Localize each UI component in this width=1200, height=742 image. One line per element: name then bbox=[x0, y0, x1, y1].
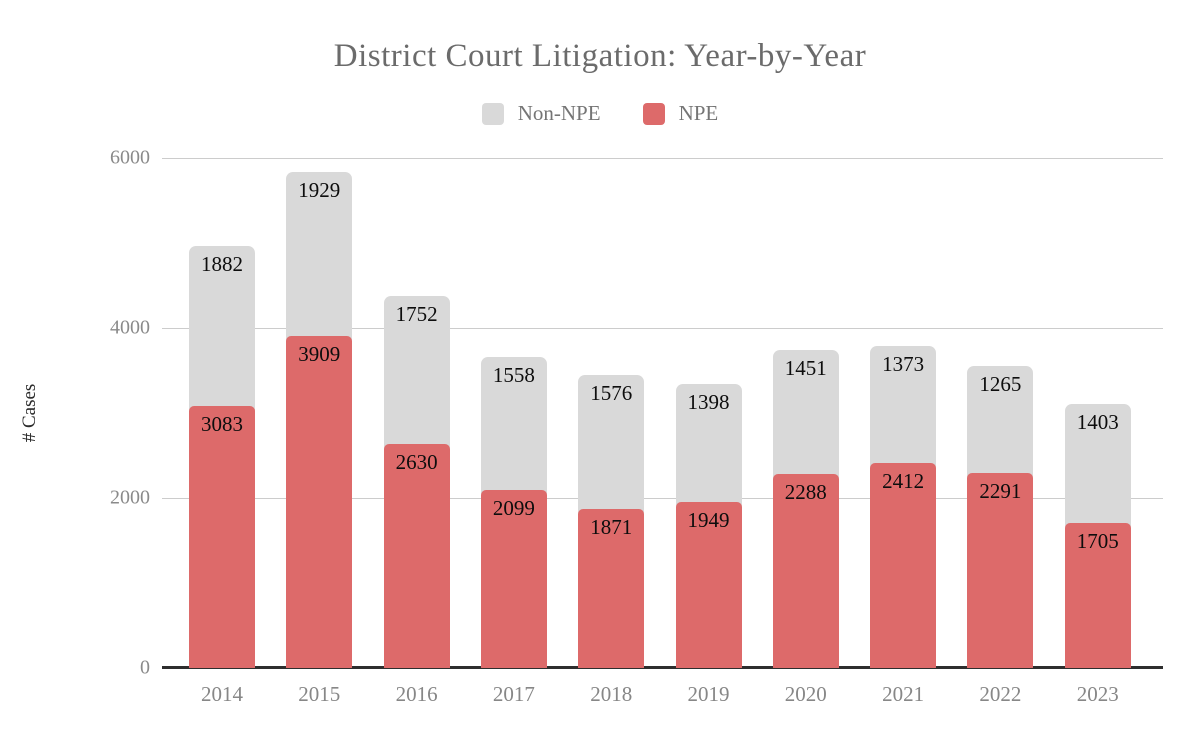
x-label-2019: 2019 bbox=[687, 682, 730, 706]
legend-item-non-npe: Non-NPE bbox=[481, 101, 601, 126]
non-npe-swatch-icon bbox=[481, 102, 504, 125]
bar-segment-non-npe-2015: 1929 bbox=[286, 171, 353, 344]
gridline-4000 bbox=[162, 327, 1163, 329]
bar-segment-npe-2018: 1871 bbox=[578, 508, 645, 668]
x-label-2023: 2023 bbox=[1076, 682, 1119, 706]
bar-segment-non-npe-2014: 1882 bbox=[189, 245, 255, 414]
legend-item-npe: NPE bbox=[642, 101, 719, 126]
x-label-2018: 2018 bbox=[590, 682, 633, 706]
x-label-2022: 2022 bbox=[979, 682, 1022, 706]
x-label-2021: 2021 bbox=[882, 682, 925, 706]
bar-label-non-npe-2018: 1576 bbox=[590, 381, 633, 406]
bar-segment-non-npe-2016: 1752 bbox=[383, 295, 450, 453]
x-label-2015: 2015 bbox=[298, 682, 341, 706]
x-label-2017: 2017 bbox=[492, 682, 535, 706]
bar-segment-npe-2019: 1949 bbox=[675, 502, 742, 668]
bar-label-non-npe-2019: 1398 bbox=[687, 389, 730, 414]
bar-label-npe-2022: 2291 bbox=[979, 479, 1022, 504]
bar-label-non-npe-2015: 1929 bbox=[298, 177, 341, 202]
bar-label-npe-2015: 3909 bbox=[298, 341, 341, 366]
bar-label-npe-2014: 3083 bbox=[201, 411, 243, 436]
bar-segment-non-npe-2023: 1403 bbox=[1064, 403, 1131, 532]
legend-label-non-npe: Non-NPE bbox=[517, 101, 601, 125]
bar-label-non-npe-2014: 1882 bbox=[201, 251, 243, 276]
y-axis-title: # Cases bbox=[19, 383, 40, 443]
chart-title: District Court Litigation: Year-by-Year bbox=[333, 38, 867, 74]
npe-swatch-icon bbox=[642, 102, 665, 125]
legend-label-npe: NPE bbox=[678, 101, 719, 125]
bar-label-non-npe-2017: 1558 bbox=[492, 363, 535, 388]
bar-segment-npe-2023: 1705 bbox=[1064, 523, 1131, 668]
bar-label-non-npe-2016: 1752 bbox=[395, 301, 438, 326]
bar-label-non-npe-2023: 1403 bbox=[1076, 409, 1119, 434]
x-axis-line bbox=[162, 666, 1163, 669]
bar-segment-npe-2022: 2291 bbox=[967, 473, 1034, 668]
gridline-2000 bbox=[162, 497, 1163, 499]
bar-segment-non-npe-2018: 1576 bbox=[578, 375, 645, 517]
y-tick-0: 0 bbox=[140, 656, 150, 679]
y-tick-4000: 4000 bbox=[110, 316, 150, 339]
bar-label-npe-2018: 1871 bbox=[590, 514, 633, 539]
chart-legend: Non-NPE NPE bbox=[0, 101, 1200, 126]
bar-label-npe-2021: 2412 bbox=[882, 468, 925, 493]
plot-area: 0 2000 4000 6000 1882 3083 2014 1929 3909 2015 175… bbox=[110, 147, 1163, 706]
y-tick-6000: 6000 bbox=[110, 146, 150, 169]
x-label-2014: 2014 bbox=[201, 682, 243, 706]
bar-label-non-npe-2021: 1373 bbox=[882, 352, 925, 377]
bar-segment-npe-2021: 2412 bbox=[870, 462, 937, 668]
bar-segment-non-npe-2021: 1373 bbox=[870, 346, 937, 471]
bar-label-npe-2017: 2099 bbox=[492, 495, 535, 520]
bar-segment-npe-2020: 2288 bbox=[772, 473, 839, 668]
bar-label-npe-2019: 1949 bbox=[687, 508, 730, 533]
bar-label-npe-2020: 2288 bbox=[784, 479, 827, 504]
bar-segment-non-npe-2019: 1398 bbox=[675, 383, 742, 511]
bar-label-npe-2023: 1705 bbox=[1076, 529, 1119, 554]
bar-segment-npe-2015: 3909 bbox=[286, 335, 353, 668]
bar-segment-non-npe-2022: 1265 bbox=[967, 365, 1034, 482]
bar-segment-non-npe-2017: 1558 bbox=[480, 357, 547, 498]
gridline-6000 bbox=[162, 157, 1163, 159]
bar-segment-npe-2016: 2630 bbox=[383, 444, 450, 668]
y-tick-2000: 2000 bbox=[110, 486, 150, 509]
x-label-2016: 2016 bbox=[395, 682, 438, 706]
bar-segment-npe-2014: 3083 bbox=[189, 405, 255, 668]
bar-label-non-npe-2022: 1265 bbox=[979, 371, 1022, 396]
bar-segment-non-npe-2020: 1451 bbox=[772, 350, 839, 482]
x-label-2020: 2020 bbox=[784, 682, 827, 706]
bar-segment-npe-2017: 2099 bbox=[480, 489, 547, 668]
bar-label-npe-2016: 2630 bbox=[395, 450, 438, 475]
bar-label-non-npe-2020: 1451 bbox=[784, 356, 827, 381]
